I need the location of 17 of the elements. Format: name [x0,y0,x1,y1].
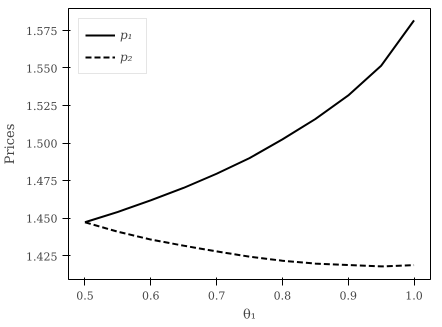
x-tick-label: 0.8 [274,290,292,302]
legend-label: p₂ [120,50,134,64]
y-tick-label: 1.550 [26,62,58,76]
x-axis-title: θ₁ [242,308,256,322]
legend-label: p₁ [120,28,134,42]
x-tick-label: 1.0 [405,290,423,302]
y-tick-label: 1.500 [26,138,58,151]
y-tick-label: 1.425 [26,250,58,264]
y-tick-label: 1.475 [26,175,58,188]
y-tick-label: 1.575 [26,24,58,38]
x-tick-label: 0.5 [76,290,94,302]
y-tick-label: 1.525 [26,100,58,114]
y-tick-label: 1.450 [26,212,58,226]
x-tick-label: 0.9 [339,290,357,302]
y-axis-title: Prices [3,124,18,164]
x-tick-label: 0.6 [142,290,160,302]
x-tick-label: 0.7 [208,290,226,302]
